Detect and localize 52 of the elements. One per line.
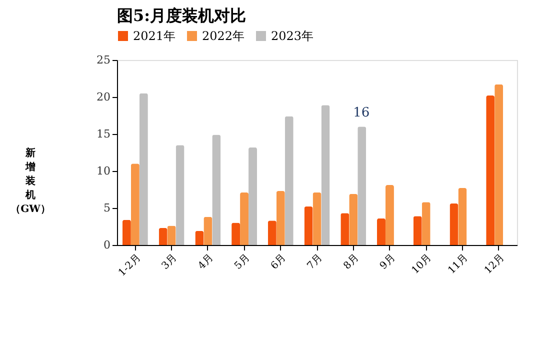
- x-tick-label: 8月: [342, 252, 362, 272]
- x-tick-label: 4月: [196, 252, 216, 272]
- y-tick-label: 25: [96, 54, 110, 66]
- x-tick-label: 10月: [410, 252, 434, 276]
- bar: [486, 96, 495, 245]
- y-tick-label: 0: [104, 238, 110, 252]
- legend-label: 2021年: [133, 29, 176, 43]
- x-tick-label: 12月: [482, 252, 507, 276]
- bar: [385, 185, 394, 245]
- bar: [450, 204, 458, 245]
- bar: [349, 194, 358, 245]
- y-tick-label: 5: [104, 202, 110, 214]
- x-tick-label: 11月: [446, 252, 470, 276]
- bar: [284, 116, 294, 245]
- chart-title: 图5:月度装机对比: [117, 6, 246, 25]
- x-tick-label: 9月: [378, 252, 398, 272]
- y-tick-label: 10: [96, 164, 110, 178]
- bar: [195, 230, 204, 245]
- bar: [494, 84, 504, 245]
- bar: [176, 145, 184, 245]
- bar: [413, 216, 422, 245]
- bar: [304, 206, 313, 245]
- bar: [240, 192, 249, 245]
- x-tick-label: 1-2月: [116, 252, 143, 279]
- x-tick-label: 3月: [160, 252, 180, 272]
- legend-label: 2023年: [271, 29, 314, 43]
- bar: [122, 220, 131, 245]
- bar: [458, 188, 467, 245]
- bar: [358, 126, 366, 245]
- annotation: 16: [353, 106, 370, 121]
- y-tick-label: 20: [96, 90, 110, 104]
- x-tick-label: 5月: [232, 252, 252, 272]
- bar: [422, 202, 430, 245]
- bar: [204, 216, 212, 245]
- bar: [130, 164, 140, 245]
- bar: [340, 213, 350, 245]
- x-tick-label: 7月: [305, 252, 325, 272]
- bar: [158, 228, 168, 245]
- bar: [248, 147, 257, 245]
- y-tick-label: 15: [96, 128, 110, 140]
- bar: [139, 93, 148, 245]
- x-tick-label: 6月: [269, 252, 288, 272]
- bar: [276, 190, 285, 245]
- bar: [212, 134, 221, 245]
- bar: [377, 218, 386, 245]
- legend-label: 2022年: [202, 29, 245, 43]
- bar: [268, 220, 276, 245]
- bar: [232, 222, 240, 245]
- bar: [312, 192, 322, 245]
- bar: [167, 226, 176, 245]
- bar: [321, 105, 330, 245]
- y-axis-title: 新增装机（GW）: [10, 147, 50, 215]
